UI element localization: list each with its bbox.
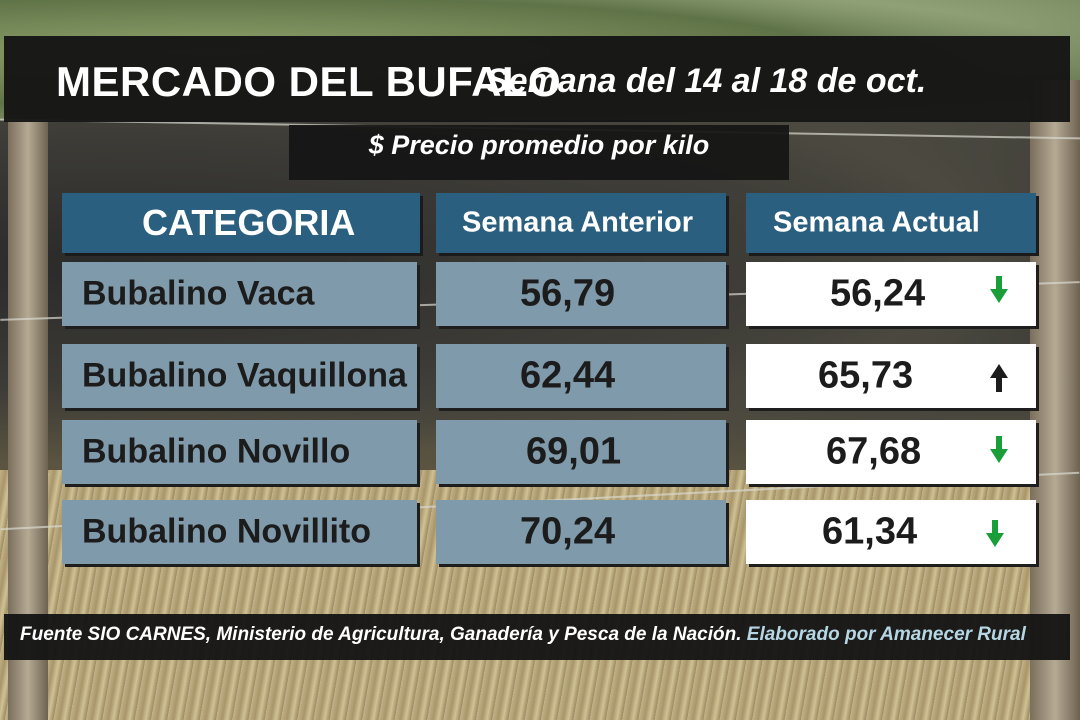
category-cell: Bubalino Novillito: [62, 500, 417, 564]
previous-price-cell: 69,01: [436, 420, 726, 484]
current-price: 56,24: [830, 272, 926, 315]
category-name: Bubalino Vaca: [82, 274, 315, 313]
column-header-label: Semana Anterior: [462, 206, 693, 239]
previous-price: 70,24: [520, 510, 616, 553]
fence-post: [1030, 80, 1080, 720]
category-name: Bubalino Novillo: [82, 432, 351, 471]
current-price: 65,73: [818, 354, 914, 397]
previous-price-cell: 56,79: [436, 262, 726, 326]
column-header-label: Semana Actual: [773, 206, 980, 239]
price-subtitle: $ Precio promedio por kilo: [368, 130, 710, 160]
arrow-down-icon: [990, 276, 1008, 303]
previous-price: 56,79: [520, 272, 616, 315]
column-header-previous-week: Semana Anterior: [436, 193, 726, 253]
previous-price-cell: 70,24: [436, 500, 726, 564]
source-text: Fuente SIO CARNES, Ministerio de Agricul…: [20, 624, 742, 645]
category-cell: Bubalino Vaquillona: [62, 344, 417, 408]
column-header-current-week: Semana Actual: [746, 193, 1036, 253]
current-price-cell: 65,73: [746, 344, 1036, 408]
arrow-down-icon: [990, 436, 1008, 463]
category-name: Bubalino Novillito: [82, 512, 371, 551]
category-cell: Bubalino Vaca: [62, 262, 417, 326]
footer-banner: [4, 614, 1070, 660]
column-header-category: CATEGORIA: [62, 193, 420, 253]
current-price: 61,34: [822, 510, 918, 553]
title-banner: [4, 36, 1070, 122]
previous-price-cell: 62,44: [436, 344, 726, 408]
category-name: Bubalino Vaquillona: [82, 356, 407, 395]
subtitle-banner: [289, 125, 789, 180]
current-price-cell: 67,68: [746, 420, 1036, 484]
credit-text: Elaborado por Amanecer Rural: [746, 624, 1026, 645]
week-range: Semana del 14 al 18 de oct.: [486, 62, 927, 100]
footer-source-line: Fuente SIO CARNES, Ministerio de Agricul…: [20, 624, 1026, 646]
arrow-down-icon: [986, 520, 1004, 547]
arrow-up-icon: [990, 364, 1008, 392]
current-price: 67,68: [826, 430, 922, 473]
category-cell: Bubalino Novillo: [62, 420, 417, 484]
previous-price: 62,44: [520, 354, 616, 397]
current-price-cell: 61,34: [746, 500, 1036, 564]
page-title: MERCADO DEL BUFALO: [56, 58, 562, 105]
current-price-cell: 56,24: [746, 262, 1036, 326]
previous-price: 69,01: [526, 430, 622, 473]
column-header-label: CATEGORIA: [142, 202, 356, 243]
